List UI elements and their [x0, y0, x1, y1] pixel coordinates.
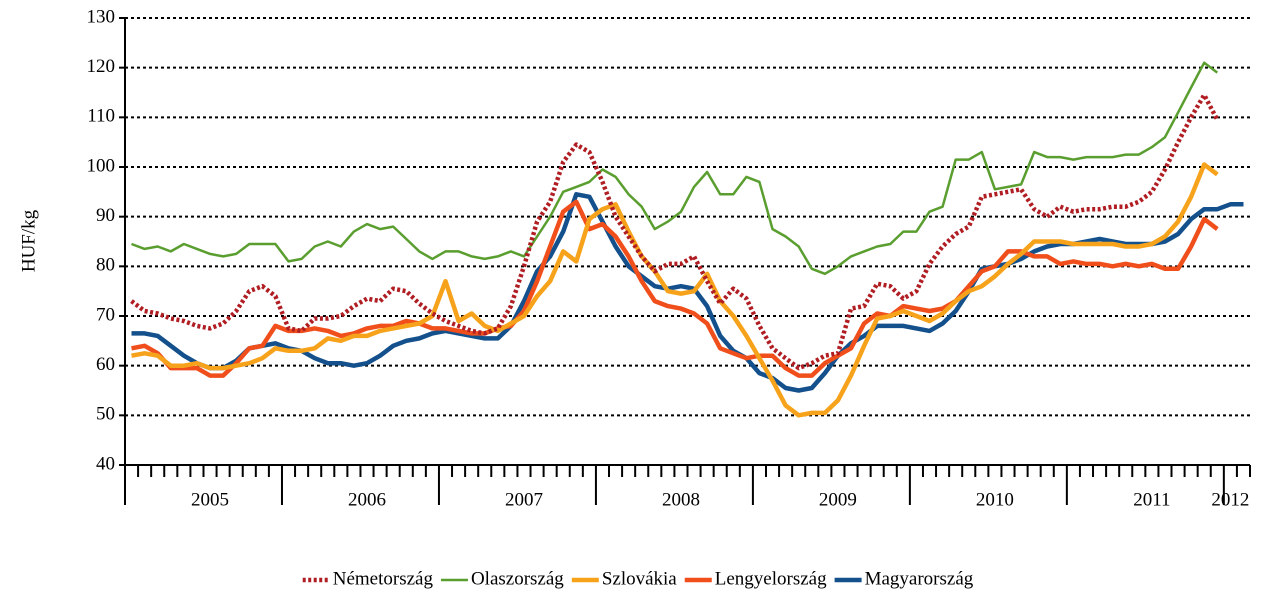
legend-label: Olaszország [471, 568, 564, 589]
x-tick-label: 2009 [819, 489, 857, 510]
x-tick-label: 2007 [505, 489, 543, 510]
x-tick-label: 2011 [1133, 489, 1170, 510]
legend-label: Lengyelország [715, 568, 827, 589]
series-line [131, 162, 1219, 418]
series-line [131, 199, 1219, 378]
series-line [131, 61, 1219, 276]
x-tick-label: 2010 [976, 489, 1014, 510]
y-tick-label: 110 [87, 106, 115, 127]
series-line [130, 92, 1220, 371]
x-tick-label: 2012 [1211, 489, 1249, 510]
y-tick-label: 60 [96, 354, 115, 375]
y-tick-label: 50 [96, 404, 115, 425]
series-line [131, 192, 1244, 393]
legend-label: Magyarország [865, 568, 974, 589]
x-tick-label: 2005 [191, 489, 229, 510]
y-tick-label: 100 [87, 155, 116, 176]
y-tick-label: 80 [96, 255, 115, 276]
y-tick-label: 70 [96, 304, 115, 325]
x-tick-label: 2008 [662, 489, 700, 510]
y-tick-label: 130 [87, 6, 116, 27]
legend-label: Szlovákia [602, 568, 677, 589]
y-axis-label: HUF/kg [18, 209, 39, 272]
x-tick-label: 2006 [348, 489, 386, 510]
y-tick-label: 90 [96, 205, 115, 226]
y-tick-label: 120 [87, 56, 116, 77]
y-tick-label: 40 [96, 453, 115, 474]
legend-label: Németország [333, 568, 434, 589]
